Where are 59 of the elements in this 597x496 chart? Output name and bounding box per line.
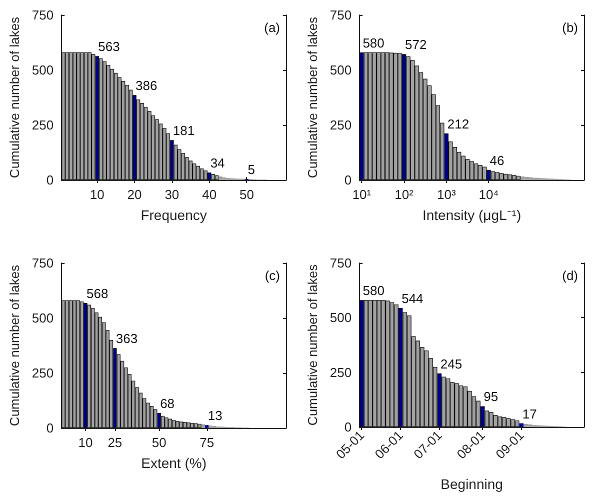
y-axis-title: Cumulative number of lakes (305, 264, 320, 426)
y-tick-label: 250 (32, 366, 54, 380)
y-tick-label: 0 (344, 420, 352, 434)
x-tick-label: 10¹ (352, 187, 372, 202)
y-tick-label: 750 (330, 256, 352, 270)
y-tick-label: 0 (46, 172, 54, 188)
x-tick-label: 25 (108, 435, 122, 450)
y-tick-label: 500 (330, 62, 352, 78)
x-tick-label: 10 (78, 435, 93, 450)
y-tick-label: 250 (330, 364, 352, 380)
data-label: 68 (160, 396, 175, 412)
x-tick-label: 10⁴ (478, 187, 499, 202)
y-tick-label: 500 (32, 62, 54, 78)
x-tick-label: 50 (152, 435, 166, 450)
x-tick-label: 10² (394, 187, 414, 202)
y-tick-label: 0 (46, 420, 54, 436)
data-label: 181 (172, 123, 195, 138)
data-label: 386 (136, 78, 158, 94)
y-tick-label: 750 (32, 256, 54, 270)
x-tick-label: 20 (127, 187, 142, 202)
x-tick-label: 30 (164, 187, 180, 202)
y-axis-title: Cumulative number of lakes (7, 264, 22, 426)
data-label: 245 (440, 356, 462, 372)
x-axis-title: Extent (%) (141, 455, 206, 471)
data-label: 46 (490, 152, 504, 168)
y-tick-label: 500 (32, 310, 54, 326)
data-label: 363 (116, 331, 138, 346)
y-axis-title: Cumulative number of lakes (305, 16, 320, 178)
y-tick-label: 500 (330, 310, 352, 326)
x-tick-label: 10³ (436, 187, 456, 202)
annotation: (c) (264, 268, 280, 283)
data-label: 580 (362, 35, 384, 50)
x-tick-label: 75 (200, 435, 214, 450)
annotation: (d) (562, 268, 578, 283)
x-tick-label: 50 (239, 187, 254, 202)
y-tick-label: 250 (32, 118, 54, 132)
y-axis-title: Cumulative number of lakes (7, 16, 22, 178)
y-tick-label: 750 (32, 8, 54, 22)
data-label: 572 (405, 37, 427, 52)
data-label: 95 (484, 389, 498, 404)
x-axis-title: Beginning (440, 476, 503, 492)
y-tick-label: 0 (344, 172, 352, 188)
annotation: (a) (264, 20, 280, 35)
data-label: 34 (210, 156, 225, 171)
x-tick-label: 40 (202, 187, 217, 202)
data-label: 5 (248, 162, 255, 177)
y-tick-label: 250 (330, 118, 352, 132)
x-axis-title: Frequency (140, 207, 207, 223)
x-tick-label: 10 (90, 187, 104, 202)
data-label: 13 (208, 408, 222, 424)
data-label: 563 (98, 39, 120, 54)
annotation: (b) (562, 20, 578, 35)
y-tick-label: 750 (330, 8, 352, 22)
data-label: 544 (402, 291, 424, 306)
data-label: 580 (362, 283, 384, 298)
data-label: 568 (86, 286, 108, 302)
data-label: 17 (522, 406, 537, 422)
x-axis-title: Intensity (μgL⁻¹) (422, 207, 522, 223)
data-label: 212 (447, 116, 470, 132)
